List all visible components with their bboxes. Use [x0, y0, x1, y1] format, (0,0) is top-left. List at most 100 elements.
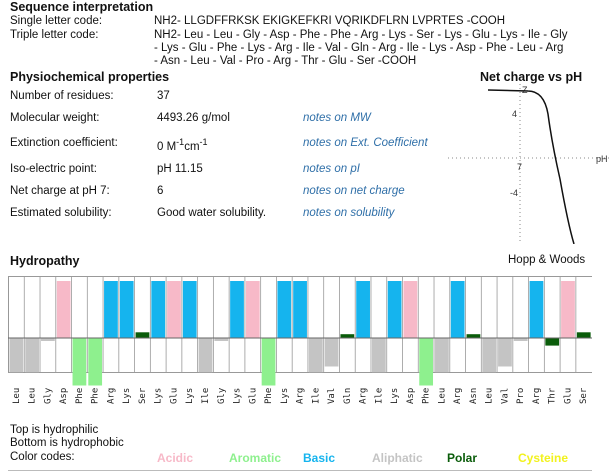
triple-line-2: - Lys - Glu - Phe - Lys - Arg - Ile - Va… — [154, 42, 564, 54]
residue-label: Val — [500, 388, 510, 404]
mw-label: Molecular weight: — [10, 112, 100, 124]
residue-label: Val — [327, 388, 337, 404]
hydropathy-bar — [466, 334, 481, 338]
hydropathy-bar — [72, 338, 87, 386]
hydropathy-bar — [182, 281, 197, 338]
residue-label: Asn — [469, 388, 479, 404]
ext-coef-cm: cm — [184, 140, 200, 153]
triple-letter-label: Triple letter code: — [10, 29, 99, 41]
residue-label: Lys — [185, 388, 195, 404]
hydropathy-bar — [561, 281, 575, 338]
pi-label: Iso-electric point: — [10, 163, 97, 175]
ext-coef-notes-link[interactable]: notes on Ext. Coefficient — [303, 137, 428, 149]
triple-line-1: NH2- Leu - Leu - Gly - Asp - Phe - Phe -… — [154, 29, 568, 41]
color-codes-label: Color codes: — [10, 451, 75, 463]
net-charge-notes-link[interactable]: notes on net charge — [303, 185, 405, 197]
note-top: Top is hydrophilic — [10, 424, 99, 436]
hydropathy-bar — [498, 338, 512, 367]
hydropathy-bar — [261, 338, 276, 386]
mw-value: 4493.26 g/mol — [157, 112, 230, 124]
residue-label: Pro — [516, 388, 526, 404]
physio-title: Physiochemical properties — [10, 70, 170, 84]
solubility-notes-link[interactable]: notes on solubility — [303, 207, 395, 219]
hydropathy-bar — [198, 338, 213, 373]
residue-label: Lys — [390, 388, 400, 404]
hydropathy-bar — [214, 338, 229, 341]
ext-coef-value: 0 M-1cm-1 — [157, 137, 208, 153]
legend-acidic: Acidic — [157, 451, 194, 465]
residue-label: Lys — [233, 388, 243, 404]
charge-chart-svg: Z 4 -4 7 pH — [448, 84, 612, 245]
residues-label: Number of residues: — [10, 90, 114, 102]
net-charge-value: 6 — [157, 185, 164, 197]
hydropathy-bar — [403, 281, 418, 338]
residue-label: Arg — [106, 388, 116, 404]
triple-letter-value: NH2- Leu - Leu - Gly - Asp - Phe - Phe -… — [154, 29, 567, 68]
residue-label: Arg — [296, 388, 306, 404]
ext-coef-label: Extinction coefficient: — [10, 137, 118, 149]
hydropathy-bar — [293, 281, 307, 338]
hydropathy-bar — [56, 281, 71, 338]
hydropathy-bar — [245, 281, 260, 338]
residue-label: Ser — [138, 387, 148, 404]
residue-label: Glu — [248, 388, 258, 404]
pi-value: pH 11.15 — [157, 163, 203, 175]
net-charge-label: Net charge at pH 7: — [10, 185, 110, 197]
hydropathy-bar — [119, 281, 134, 338]
residue-label: Arg — [532, 388, 542, 404]
mw-notes-link[interactable]: notes on MW — [303, 112, 371, 124]
hydropathy-scale: Hopp & Woods — [508, 254, 586, 266]
pi-notes-link[interactable]: notes on pI — [303, 163, 360, 175]
hydropathy-bar — [435, 338, 449, 373]
residues-value: 37 — [157, 90, 170, 102]
hydropathy-bar — [25, 338, 40, 373]
legend-aromatic: Aromatic — [229, 451, 282, 465]
residue-label: Gly — [217, 387, 227, 404]
note-bottom: Bottom is hydrophobic — [10, 437, 124, 449]
legend-polar: Polar — [447, 451, 478, 465]
ext-coef-number: 0 M — [157, 140, 177, 153]
residue-label: Ile — [311, 388, 321, 404]
residue-label: Lys — [154, 388, 164, 404]
residue-label: Arg — [453, 388, 463, 404]
hydropathy-bar — [104, 281, 118, 338]
ext-coef-sup2: -1 — [199, 137, 208, 147]
sequence-title: Sequence interpretation — [10, 0, 154, 14]
hydropathy-bar — [545, 338, 560, 346]
residue-label: Asp — [59, 388, 69, 404]
hydropathy-bar — [513, 338, 528, 341]
hydropathy-bar — [324, 338, 339, 367]
residue-label: Leu — [485, 388, 495, 404]
residue-label: Arg — [359, 388, 369, 404]
ph-tick-7: 7 — [517, 162, 522, 172]
hydropathy-title: Hydropathy — [10, 254, 80, 268]
residue-label: Lys — [280, 388, 290, 404]
solubility-label: Estimated solubility: — [10, 207, 112, 219]
residue-label: Gly — [43, 387, 53, 404]
hydropathy-bar — [450, 281, 465, 338]
hydropathy-bar — [371, 338, 386, 373]
residue-label: Glu — [169, 388, 179, 404]
legend-cysteine: Cysteine — [518, 451, 569, 465]
hydropathy-bar — [419, 338, 434, 386]
hydropathy-bar — [308, 338, 323, 373]
hydropathy-plot: Leu Leu Gly Asp Phe Phe Arg Lys Ser Lys Glu Lys Ile G… — [8, 276, 593, 406]
residue-label: Ser — [579, 387, 589, 404]
hydropathy-bar — [340, 334, 355, 338]
solubility-value: Good water solubility. — [157, 207, 267, 219]
charge-axis-label: Z — [522, 85, 528, 95]
residue-label: Phe — [91, 388, 101, 404]
bottom-divider — [8, 470, 592, 471]
hydropathy-bar — [9, 338, 24, 373]
residue-label: Glu — [563, 388, 573, 404]
charge-curve — [487, 89, 575, 245]
hydropathy-bar — [529, 281, 544, 338]
legend-aliphatic: Aliphatic — [372, 451, 423, 465]
hydropathy-bar — [387, 281, 402, 338]
residue-label: Phe — [75, 388, 85, 404]
charge-tick-4: 4 — [512, 109, 517, 119]
charge-tick-neg4: -4 — [510, 188, 518, 198]
residue-label: Lys — [122, 388, 132, 404]
hydropathy-bar — [277, 281, 292, 338]
hydropathy-bar — [151, 281, 166, 338]
